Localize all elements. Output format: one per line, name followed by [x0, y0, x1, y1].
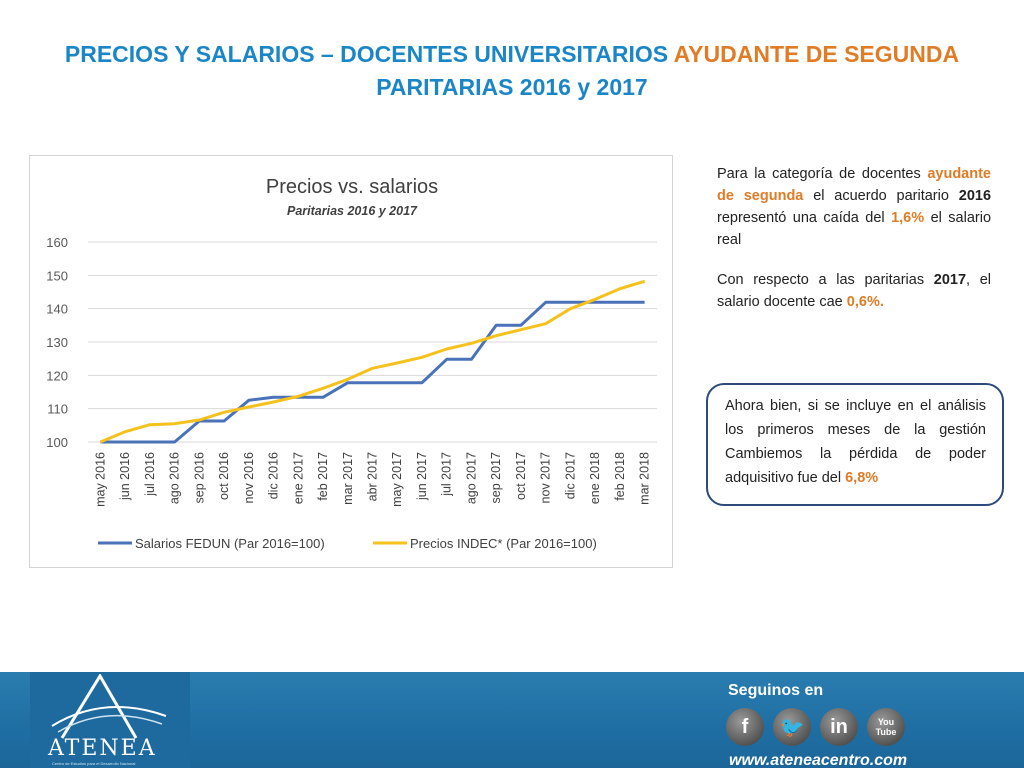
highlight-value: 1,6%: [891, 210, 925, 226]
side-text: Para la categoría de docentes ayudante d…: [717, 163, 991, 331]
text-segment: el acuerdo paritario: [803, 188, 959, 204]
y-tick-label: 100: [46, 435, 68, 450]
linkedin-icon[interactable]: in: [820, 708, 858, 746]
social-links: f 🐦 in You Tube: [726, 708, 905, 746]
brand-subtitle: Centro de Estudios para el Desarrollo Na…: [52, 761, 136, 766]
y-tick-label: 150: [46, 268, 68, 283]
paragraph-2016: Para la categoría de docentes ayudante d…: [717, 163, 991, 251]
x-tick-label: nov 2016: [242, 452, 256, 503]
x-tick-label: ene 2018: [588, 452, 602, 504]
paragraph-2017: Con respecto a las paritarias 2017, el s…: [717, 269, 991, 313]
chart-subtitle: Paritarias 2016 y 2017: [287, 204, 418, 218]
legend-label: Salarios FEDUN (Par 2016=100): [135, 536, 325, 551]
text-segment: Para la categoría de docentes: [717, 166, 928, 182]
line-chart: Precios vs. salarios Paritarias 2016 y 20…: [46, 176, 657, 551]
x-tick-label: may 2017: [390, 452, 404, 507]
x-tick-label: jun 2016: [118, 452, 132, 501]
title-blue: PRECIOS Y SALARIOS – DOCENTES UNIVERSITA…: [64, 41, 669, 67]
youtube-icon[interactable]: You Tube: [867, 708, 905, 746]
x-tick-label: mar 2017: [341, 452, 355, 505]
x-tick-label: sep 2017: [489, 452, 503, 503]
x-tick-label: abr 2017: [366, 452, 380, 501]
x-tick-label: ene 2017: [291, 452, 305, 504]
text-segment: representó una caída del: [717, 210, 892, 226]
atenea-logo-icon: [51, 674, 167, 739]
callout-text: Ahora bien, si se incluye en el análisis…: [725, 398, 986, 486]
x-tick-label: feb 2017: [316, 452, 330, 501]
brand-name: ATENEA: [48, 736, 157, 761]
series-line-1: [99, 279, 646, 444]
y-tick-label: 120: [46, 368, 68, 383]
y-tick-label: 160: [46, 235, 68, 250]
highlight-value: 0,6%.: [846, 294, 884, 310]
x-tick-label: mar 2018: [638, 452, 652, 505]
text-segment: el salario real: [717, 210, 992, 248]
website-link[interactable]: www.ateneacentro.com: [729, 752, 908, 768]
x-tick-label: oct 2016: [217, 452, 231, 500]
highlight-year: 2016: [958, 188, 992, 204]
x-tick-label: jul 2017: [440, 452, 454, 497]
x-tick-label: oct 2017: [514, 452, 528, 500]
highlight-category: ayudante de segunda: [717, 166, 991, 204]
title-line2: PARITARIAS 2016 y 2017: [376, 74, 648, 100]
chart-title: Precios vs. salarios: [266, 176, 438, 198]
y-tick-label: 130: [46, 335, 68, 350]
x-tick-label: jun 2017: [415, 452, 429, 501]
x-tick-label: may 2016: [93, 452, 107, 507]
x-tick-label: sep 2016: [192, 452, 206, 503]
facebook-icon[interactable]: f: [726, 708, 764, 746]
x-tick-label: feb 2018: [613, 452, 627, 501]
twitter-icon[interactable]: 🐦: [773, 708, 811, 746]
series-line-0: [100, 300, 645, 444]
callout-value: 6,8%: [845, 470, 879, 486]
x-tick-label: dic 2017: [563, 452, 577, 499]
x-tick-label: nov 2017: [539, 452, 553, 503]
callout-box: Ahora bien, si se incluye en el análisis…: [706, 383, 1004, 506]
footer-bar: ATENEA Centro de Estudios para el Desarr…: [0, 672, 1024, 768]
slide-title: PRECIOS Y SALARIOS – DOCENTES UNIVERSITA…: [20, 38, 1004, 104]
text-segment: , el salario docente cae: [717, 272, 992, 310]
y-tick-label: 140: [46, 302, 68, 317]
social-title: Seguinos en: [728, 682, 824, 699]
legend-label: Precios INDEC* (Par 2016=100): [410, 536, 597, 551]
chart-panel: Precios vs. salarios Paritarias 2016 y 20…: [29, 155, 673, 568]
y-tick-label: 110: [47, 402, 68, 417]
x-tick-label: jul 2016: [143, 452, 157, 497]
title-orange: AYUDANTE DE SEGUNDA: [673, 41, 960, 67]
logo-panel: [30, 672, 190, 768]
text-segment: Con respecto a las paritarias: [717, 272, 934, 288]
x-tick-label: dic 2016: [267, 452, 281, 499]
x-tick-label: ago 2017: [464, 452, 478, 504]
highlight-year: 2017: [933, 272, 967, 288]
x-tick-label: ago 2016: [168, 452, 182, 504]
